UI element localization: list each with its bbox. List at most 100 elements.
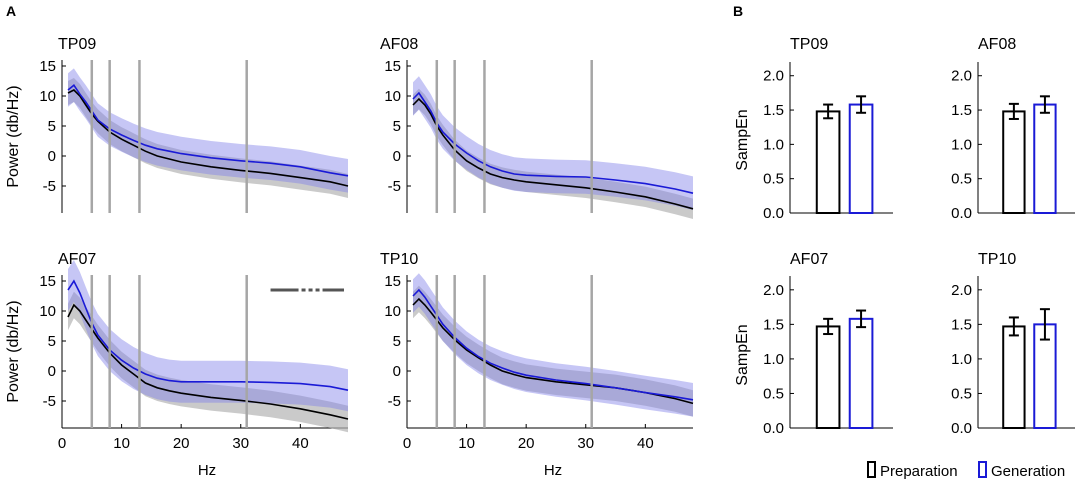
y-tick-label: -5 [43,393,56,410]
x-tick-label: 0 [403,435,411,452]
y-tick-label: 1.0 [763,351,784,368]
x-tick-label: 20 [518,435,535,452]
chart-title: AF08 [380,36,418,53]
y-tick-label: 0 [393,148,401,165]
y-tick-label: 2.0 [951,282,972,299]
series-line-preparation [67,89,349,187]
series-line-preparation [412,97,694,210]
series-band-preparation [413,88,693,219]
y-tick-label: 2.0 [763,282,784,299]
chart-sampen_af07: AF07 0.0 0.5 1.0 1.5 2.0 SampEn [734,251,893,437]
x-tick-label: 30 [577,435,594,452]
chart-psd_tp10: TP10 0 10 20 30 40 15 10 5 0 -5 Hz [380,251,694,479]
y-tick-label: 15 [384,273,401,290]
series-band-generation [68,68,348,193]
bar-preparation [815,110,841,214]
y-axis-label: SampEn [734,109,751,170]
series-line-generation [67,84,349,177]
series-band-generation [413,76,693,210]
x-tick-label: 40 [292,435,309,452]
y-tick-label: 10 [384,88,401,105]
series-band-preparation [68,78,348,198]
y-tick-label: 1.5 [951,316,972,333]
chart-title: TP10 [978,251,1016,268]
series-band-generation [68,260,348,412]
y-tick-label: 2.0 [951,68,972,85]
y-tick-label: 0 [48,363,56,380]
legend-label-generation: Generation [991,463,1065,480]
y-axis-label: Power (db/Hz) [5,300,22,402]
bar-generation [848,317,874,429]
y-tick-label: -5 [388,178,401,195]
y-tick-label: 0.5 [763,171,784,188]
y-axis-label: SampEn [734,324,751,385]
x-tick-label: 20 [173,435,190,452]
y-tick-label: 5 [48,333,56,350]
y-tick-label: 5 [48,118,56,135]
y-tick-label: -5 [388,393,401,410]
y-tick-label: 15 [384,58,401,75]
y-tick-label: 1.0 [951,136,972,153]
y-tick-label: 10 [384,303,401,320]
legend-swatch-generation [978,461,987,478]
y-axis-label: Power (db/Hz) [5,85,22,187]
y-tick-label: 1.5 [763,102,784,119]
x-axis-label: Hz [544,462,562,479]
chart-sampen_tp09: TP09 0.0 0.5 1.0 1.5 2.0 SampEn [734,36,893,222]
bar-generation [848,103,874,214]
series-band-generation [413,273,693,417]
x-tick-label: 10 [113,435,130,452]
x-tick-label: 30 [232,435,249,452]
series-band-preparation [413,285,693,417]
x-tick-label: 40 [637,435,654,452]
chart-title: TP09 [58,36,96,53]
y-tick-label: 0.0 [951,205,972,222]
y-tick-label: 1.5 [951,102,972,119]
y-tick-label: 0.0 [763,420,784,437]
x-tick-label: 0 [58,435,66,452]
y-tick-label: -5 [43,178,56,195]
x-tick-label: 10 [458,435,475,452]
chart-sampen_tp10: TP10 0.0 0.5 1.0 1.5 2.0 [951,251,1075,437]
y-tick-label: 0 [48,148,56,165]
panel-label-b: B [733,3,743,19]
bar-preparation [815,325,841,430]
y-tick-label: 10 [39,88,56,105]
chart-sampen_af08: AF08 0.0 0.5 1.0 1.5 2.0 [951,36,1075,222]
chart-psd_af08: AF08 15 10 5 0 -5 [380,36,694,219]
panel-label-a: A [6,3,16,19]
series-line-generation [67,279,349,391]
bar-preparation [1002,110,1026,214]
y-tick-label: 2.0 [763,68,784,85]
chart-title: AF07 [790,251,828,268]
y-tick-label: 0 [393,363,401,380]
chart-title: AF08 [978,36,1016,53]
series-band-preparation [68,291,348,433]
bar-preparation [1002,325,1026,430]
series-line-preparation [67,303,349,420]
y-tick-label: 0.5 [763,385,784,402]
series-line-generation [412,288,694,401]
y-tick-label: 5 [393,118,401,135]
y-tick-label: 0.0 [951,420,972,437]
y-tick-label: 0.0 [763,205,784,222]
y-tick-label: 1.5 [763,316,784,333]
legend: Preparation Generation [867,461,1065,480]
legend-swatch-preparation [867,461,876,478]
y-tick-label: 15 [39,58,56,75]
y-tick-label: 10 [39,303,56,320]
chart-title: AF07 [58,251,96,268]
legend-label-preparation: Preparation [880,463,958,480]
x-axis-label: Hz [198,462,216,479]
y-tick-label: 0.5 [951,385,972,402]
series-line-generation [412,91,694,194]
y-tick-label: 15 [39,273,56,290]
chart-title: TP09 [790,36,828,53]
chart-psd_af07: AF07 0 10 20 30 40 15 10 5 0 -5 Power (db/Hz) Hz [5,251,349,479]
y-tick-label: 1.0 [951,351,972,368]
y-tick-label: 0.5 [951,171,972,188]
bar-generation [1033,103,1057,214]
y-tick-label: 5 [393,333,401,350]
